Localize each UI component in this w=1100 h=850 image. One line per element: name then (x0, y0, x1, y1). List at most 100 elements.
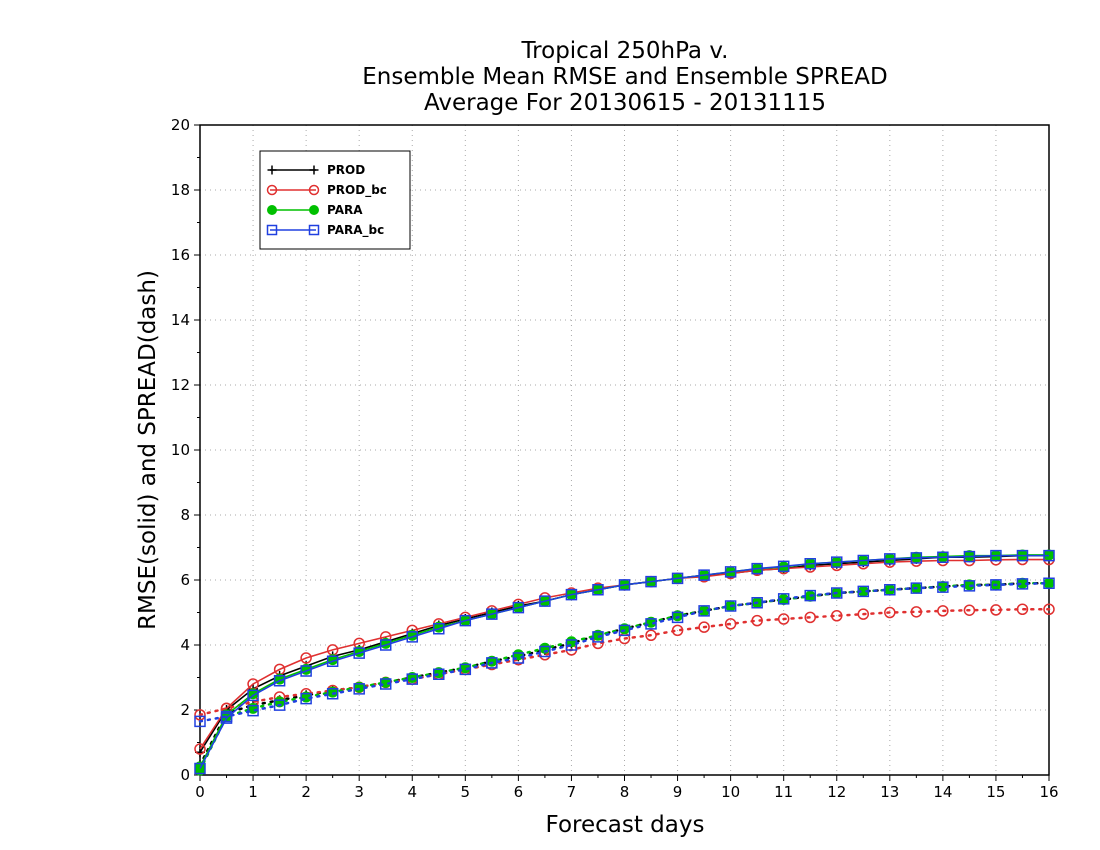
rmse-point-para-bc (671, 572, 684, 585)
rmse-point-para-bc (645, 575, 657, 588)
spread-point-para-bc (910, 582, 923, 594)
rmse-point-para-bc (937, 551, 949, 563)
spread-point-para-bc (300, 692, 312, 705)
rmse-point-para-bc (326, 655, 339, 667)
rmse-point-para-bc (963, 550, 976, 563)
legend-swatch-marker (309, 165, 319, 175)
rmse-point-para-bc (1016, 549, 1029, 562)
legend-label: PARA (327, 203, 363, 217)
legend-swatch-marker (267, 205, 277, 215)
spread-point-prod-bc (724, 618, 737, 630)
spread-point-para-bc (671, 611, 684, 624)
spread-point-para-bc (990, 579, 1002, 591)
spread-point-para-bc (459, 663, 472, 676)
x-tick-label: 13 (880, 783, 899, 801)
spread-point-para-bc (486, 657, 498, 669)
spread-point-para-bc (698, 605, 710, 617)
spread-point-para-bc (963, 580, 976, 592)
rmse-point-para-bc (379, 639, 392, 651)
series-group (194, 549, 1055, 776)
spread-point-prod-bc (645, 629, 657, 641)
rmse-point-para-bc (831, 556, 843, 568)
spread-point-para-bc (273, 699, 286, 711)
spread-point-prod-bc (671, 624, 684, 637)
series-line-spread-para-bc (198, 582, 1051, 723)
y-tick-label: 10 (171, 441, 190, 459)
legend-swatch-marker (266, 224, 278, 236)
spread-point-prod-bc (194, 709, 206, 721)
legend-label: PARA_bc (327, 223, 384, 238)
y-tick-label: 18 (171, 181, 190, 199)
spread-point-prod-bc (857, 608, 870, 620)
x-tick-label: 8 (620, 783, 630, 801)
legend-swatch-marker (308, 224, 320, 236)
rmse-point-para-bc (751, 562, 763, 575)
spread-point-prod-bc (884, 606, 896, 619)
series-para (194, 549, 1055, 776)
x-tick-label: 15 (986, 783, 1005, 801)
legend-item-prod: PROD (267, 163, 365, 177)
x-tick-label: 12 (827, 783, 846, 801)
spread-point-para-bc (539, 645, 551, 658)
spread-point-prod-bc (910, 606, 923, 618)
spread-point-para-bc (353, 683, 365, 695)
axis-ticks: 0 1 2 3 4 5 6 7 8 9 10 11 12 13 14 15 160246810121416182… (171, 116, 1059, 801)
spread-point-prod-bc (1043, 603, 1055, 615)
spread-point-para-bc (326, 688, 339, 700)
grid (200, 125, 1049, 775)
rmse-point-para-bc (486, 608, 498, 620)
legend-swatch-marker (266, 184, 278, 196)
spread-point-para-bc (618, 624, 631, 637)
rmse-point-prod-bc (300, 652, 312, 664)
y-axis-label: RMSE(solid) and SPREAD(dash) (135, 270, 161, 630)
y-tick-label: 20 (171, 116, 190, 134)
legend-swatch-marker (308, 184, 320, 196)
rmse-point-para-bc (433, 623, 445, 635)
rmse-point-para-bc (857, 554, 870, 567)
x-tick-label: 7 (567, 783, 577, 801)
rmse-point-para-bc (512, 601, 525, 614)
spread-point-prod-bc (698, 621, 710, 633)
x-tick-label: 16 (1039, 783, 1058, 801)
spread-point-para-bc (884, 584, 896, 596)
rmse-point-para-bc (910, 552, 923, 564)
y-tick-label: 6 (180, 571, 190, 589)
x-tick-label: 1 (248, 783, 258, 801)
rmse-point-para-bc (618, 579, 631, 591)
legend-label: PROD_bc (327, 183, 387, 198)
spread-point-para-bc (1043, 577, 1055, 589)
spread-point-para-bc (433, 668, 445, 680)
spread-point-prod-bc (963, 604, 976, 616)
rmse-point-para-bc (884, 553, 896, 565)
series-line-rmse-para-bc (199, 554, 1049, 769)
rmse-point-para-bc (273, 675, 286, 687)
spread-point-para-bc (592, 631, 604, 643)
spread-point-para-bc (1016, 578, 1029, 590)
x-tick-label: 0 (195, 783, 205, 801)
x-tick-label: 11 (774, 783, 793, 801)
y-tick-label: 4 (180, 636, 190, 654)
x-tick-label: 2 (301, 783, 311, 801)
chart-title-line-1: Tropical 250hPa v. (521, 38, 729, 64)
legend-item-para-bc: PARA_bc (266, 223, 384, 238)
spread-point-para-bc (379, 678, 392, 690)
y-tick-label: 16 (171, 246, 190, 264)
legend-swatch-marker (267, 165, 277, 175)
rmse-point-prod-bc (194, 743, 206, 755)
spread-point-para-bc (804, 589, 816, 602)
series-para-bc (194, 549, 1055, 775)
spread-point-para-bc (512, 652, 525, 664)
x-tick-label: 3 (354, 783, 364, 801)
y-tick-label: 0 (180, 766, 190, 784)
spread-point-para-bc (724, 600, 737, 612)
x-tick-label: 6 (514, 783, 524, 801)
y-tick-label: 2 (180, 701, 190, 719)
rmse-point-para-bc (698, 569, 710, 581)
x-tick-label: 10 (721, 783, 740, 801)
legend-swatch-marker (309, 205, 319, 215)
chart-title-line-2: Ensemble Mean RMSE and Ensemble SPREAD (362, 64, 887, 90)
spread-point-prod-bc (831, 610, 843, 622)
spread-point-prod-bc (804, 611, 816, 624)
rmse-point-para-bc (247, 689, 259, 702)
